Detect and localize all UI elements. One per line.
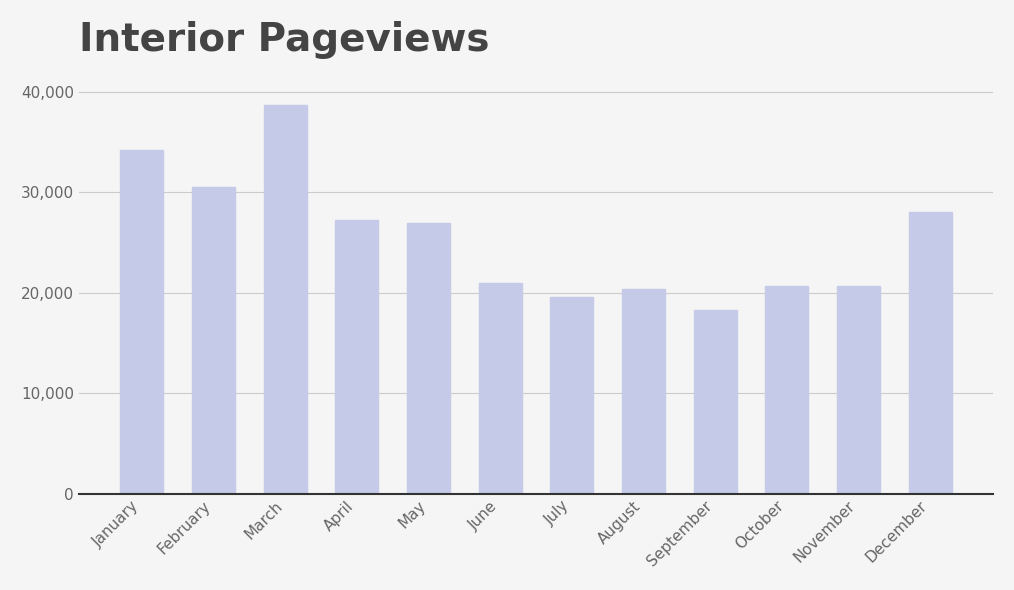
Bar [336, 220, 378, 494]
Bar [479, 283, 521, 494]
Bar [121, 150, 163, 494]
Bar [694, 310, 736, 494]
Bar [766, 286, 808, 494]
Text: Interior Pageviews: Interior Pageviews [79, 21, 490, 59]
Bar [622, 289, 665, 494]
Bar [407, 224, 450, 494]
Bar [909, 212, 951, 494]
Bar [837, 286, 880, 494]
Bar [264, 105, 306, 494]
Bar [192, 187, 235, 494]
Bar [551, 297, 593, 494]
